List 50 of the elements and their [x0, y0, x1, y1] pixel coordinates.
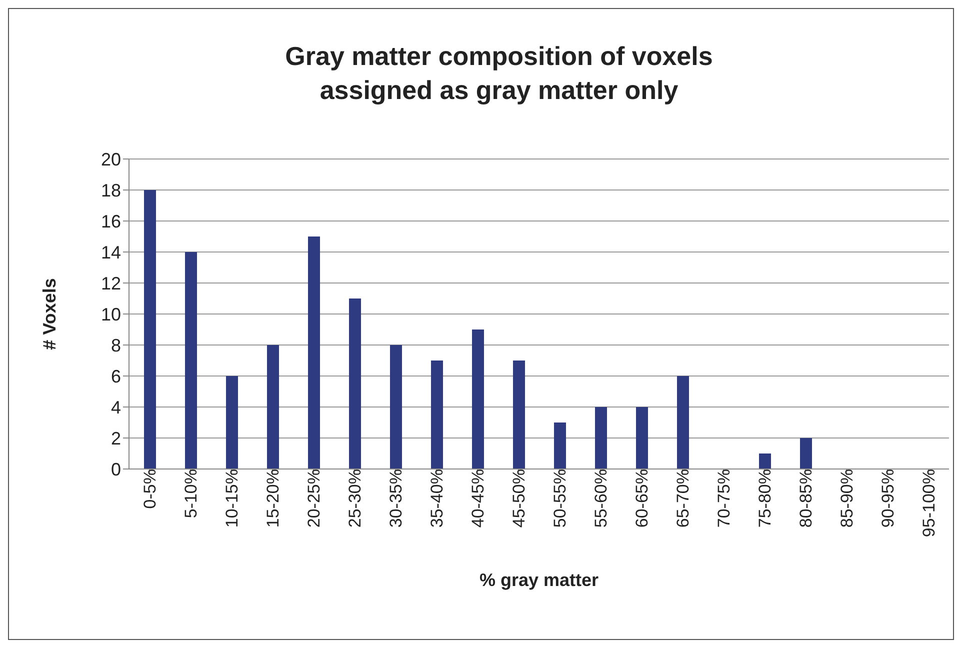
y-tick-label: 10 [100, 304, 121, 324]
x-tick-label: 10-15% [222, 469, 242, 528]
x-tick-label: 45-50% [510, 469, 529, 528]
y-tick-label: 0 [110, 459, 121, 480]
x-tick-label: 35-40% [428, 469, 447, 528]
bar [226, 376, 238, 469]
bar [513, 360, 525, 469]
bar [185, 252, 197, 469]
x-tick-label: 30-35% [386, 469, 406, 528]
x-tick-label: 40-45% [468, 469, 488, 528]
bar [636, 407, 648, 469]
x-tick-label: 5-10% [182, 469, 201, 518]
chart-title: Gray matter composition of voxels assigned as gray matter only [284, 40, 714, 107]
x-tick-label: 95-100% [920, 469, 939, 538]
x-tick-label: 0-5% [140, 469, 160, 509]
bar [595, 407, 607, 469]
x-tick-label: 60-65% [632, 469, 652, 528]
x-tick-label: 85-90% [838, 469, 857, 528]
bar [554, 422, 566, 469]
y-tick-label: 6 [110, 366, 121, 386]
y-tick-label: 14 [100, 242, 121, 262]
y-tick-label: 8 [110, 335, 121, 356]
x-tick-label: 90-95% [878, 469, 898, 528]
x-tick-label: 50-55% [550, 469, 570, 528]
y-tick-label: 20 [100, 149, 121, 170]
bar [800, 438, 812, 469]
x-tick-label: 20-25% [304, 469, 324, 528]
bar [472, 330, 484, 469]
bar [267, 345, 279, 469]
x-tick-label: 70-75% [714, 469, 734, 528]
bar [144, 190, 156, 469]
y-axis-title: # Voxels [39, 278, 60, 350]
y-tick-label: 16 [100, 211, 121, 232]
x-tick-label: 75-80% [756, 469, 775, 528]
bar [349, 298, 361, 469]
bar [390, 345, 402, 469]
x-tick-label: 65-70% [674, 469, 693, 528]
bar [308, 236, 320, 469]
y-tick-label: 18 [100, 180, 121, 200]
x-tick-label: 80-85% [796, 469, 816, 528]
x-axis-title: % gray matter [479, 570, 599, 590]
bar [431, 360, 443, 469]
x-tick-label: 55-60% [592, 469, 611, 528]
x-tick-label: 25-30% [346, 469, 365, 528]
y-tick-label: 12 [100, 273, 121, 294]
y-tick-label: 4 [110, 397, 121, 418]
bar [759, 454, 771, 469]
x-tick-label: 15-20% [264, 469, 283, 528]
y-tick-label: 2 [110, 428, 121, 448]
bar [677, 376, 689, 469]
